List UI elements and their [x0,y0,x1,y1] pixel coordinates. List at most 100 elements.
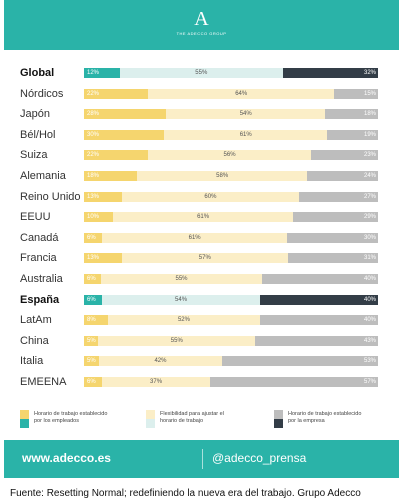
legend-swatch [274,410,283,419]
bar-segment [84,212,114,223]
bar-segment [113,212,293,223]
value-label: 8% [87,317,96,324]
bar-segment [84,356,99,367]
bar-segment [84,191,123,202]
bar-segment [84,274,102,284]
value-label: 58% [216,173,229,179]
value-label: 54% [239,111,252,118]
value-label: 24% [364,173,377,179]
bar-segment [311,150,378,161]
value-label: 18% [87,173,100,179]
category-label: Australia [20,273,63,285]
bar-segment [260,294,378,305]
legend-label: Flexibilidad para ajustar el horario de … [160,411,224,424]
value-label: 55% [170,337,183,344]
bar-segment [107,315,261,326]
value-label: 40% [364,296,377,303]
bar-segment [166,109,326,120]
value-label: 10% [87,214,100,221]
bar-segment [260,315,378,326]
category-label: Alemania [20,170,66,182]
value-label: 13% [87,255,100,262]
bar-segment [84,253,122,264]
value-label: 27% [364,193,377,200]
logo-letter: A [194,8,209,30]
category-label: LatAm [20,314,52,327]
value-label: 64% [235,90,248,97]
bar-segment [98,335,256,346]
value-label: 40% [364,317,377,324]
bar-segment [98,356,223,367]
legend-label: Horario de trabajo establecido por los e… [34,411,108,424]
value-label: 13% [87,193,100,200]
value-label: 57% [364,379,377,385]
value-label: 22% [87,90,100,97]
bar-segment [307,171,378,181]
bar-segment [261,274,378,284]
value-label: 28% [87,111,100,118]
bar-segment [136,171,308,181]
legend-swatch [146,410,155,419]
bar-segment [148,150,312,161]
stacked-bar-chart: Global 12% 55% 32% Nórdicos 22% 64% 15% Japón 28%… [4,50,399,440]
value-label: 32% [364,70,377,76]
category-label: China [20,334,49,347]
value-label: 40% [364,276,377,282]
value-label: 19% [364,131,377,138]
value-label: 5% [87,358,96,365]
category-label: Nórdicos [20,87,64,100]
bar-segment [84,68,120,78]
footer-divider [202,449,203,469]
footer-url[interactable]: www.adecco.es [22,451,111,465]
value-label: 5% [87,337,96,344]
bar-segment [84,129,165,140]
category-label: Reino Unido [20,190,81,203]
value-label: 12% [87,70,100,76]
bar-segment [101,274,262,284]
legend-swatch [20,419,29,428]
bar-segment [287,232,378,243]
value-label: 55% [195,70,208,76]
legend-label: Horario de trabajo establecido por la em… [288,411,362,424]
bar-segment [121,253,288,264]
category-label: EEUU [20,211,51,224]
value-label: 61% [239,131,252,138]
legend-swatch [146,419,155,428]
value-label: 54% [175,296,188,303]
category-label: España [20,293,60,306]
footer-handle[interactable]: @adecco_prensa [212,451,307,465]
value-label: 37% [150,379,163,385]
source-note: Fuente: Resetting Normal; redefiniendo l… [10,488,361,499]
bar-segment [292,212,378,223]
bar-segment [325,109,378,120]
bar-segment [287,253,378,264]
bar-segment [334,88,378,99]
value-label: 30% [87,131,100,138]
bar-segment [122,191,299,202]
value-label: 29% [364,214,377,221]
category-label: Canadá [20,231,59,244]
value-label: 6% [87,276,96,282]
header-banner: A THE ADECCO GROUP [4,0,399,50]
category-label: Global [20,67,55,79]
value-label: 52% [177,317,190,324]
logo-subtitle: THE ADECCO GROUP [176,31,227,36]
value-label: 31% [364,255,377,262]
bar-segment [164,129,328,140]
value-label: 22% [87,152,100,159]
bar-segment [210,377,378,387]
bar-segment [84,315,108,326]
category-label: Japón [20,108,50,121]
value-label: 6% [87,234,96,241]
bar-segment [101,377,211,387]
legend-swatch [20,410,29,419]
value-label: 61% [197,214,210,221]
value-label: 56% [223,152,236,159]
category-label: Francia [20,252,57,265]
legend-swatch [274,419,283,428]
value-label: 23% [364,152,377,159]
value-label: 6% [87,296,96,303]
bar-segment [84,294,102,305]
value-label: 43% [364,337,377,344]
bar-segment [84,171,137,181]
